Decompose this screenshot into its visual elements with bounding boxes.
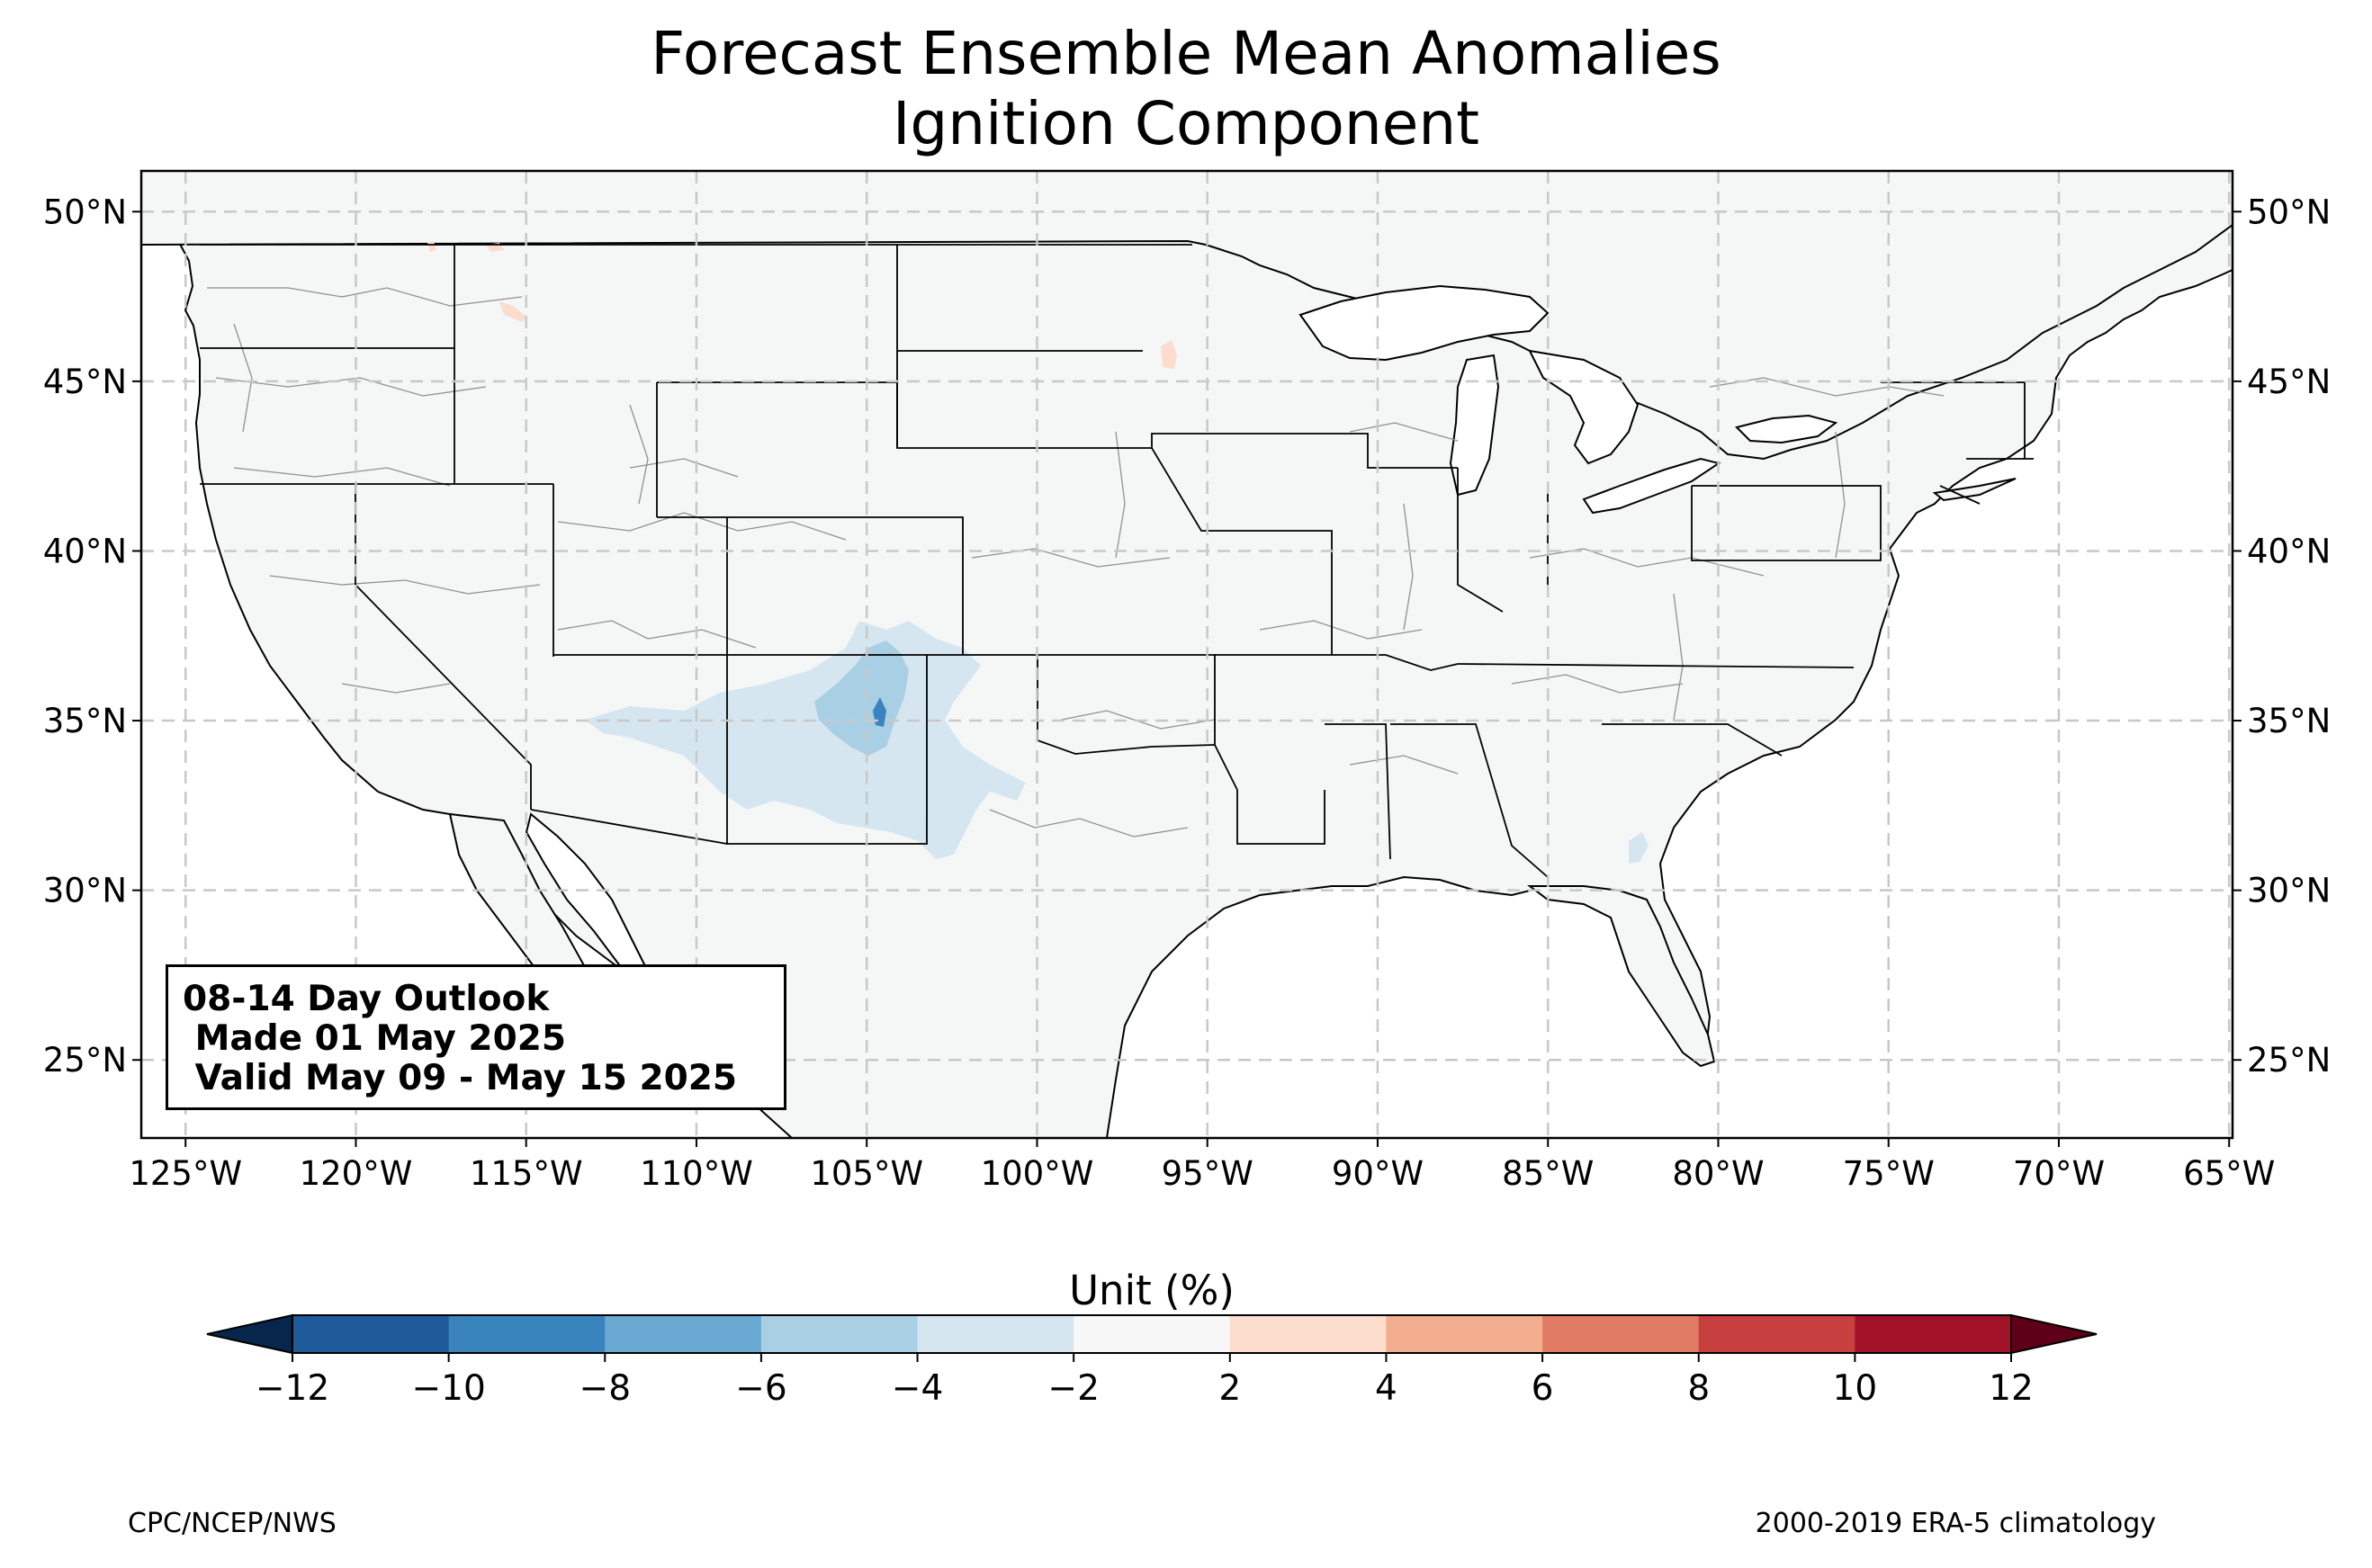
colorbar-bin bbox=[605, 1315, 762, 1353]
lake-superior bbox=[1298, 284, 1550, 362]
lon-tick-label: 110°W bbox=[640, 1154, 753, 1193]
lat-tick-label-left: 45°N bbox=[43, 363, 127, 401]
colorbar-bin bbox=[1542, 1315, 1700, 1353]
lat-tick-label-right: 25°N bbox=[2247, 1041, 2331, 1080]
lon-ticks: 125°W 120°W 115°W 110°W 105°W 100°W 95°W 90°W 85… bbox=[129, 1138, 2275, 1193]
lat-ticks: 50°N 50°N 45°N 45°N 40°N 40°N 35°N 35°N 30°N 30°N… bbox=[43, 193, 2332, 1080]
long-island bbox=[1932, 478, 2017, 502]
lon-tick-label: 90°W bbox=[1332, 1154, 1424, 1193]
lon-tick-label: 65°W bbox=[2183, 1154, 2275, 1193]
anomaly-wa bbox=[427, 241, 436, 252]
lake-michigan bbox=[1449, 354, 1500, 497]
lon-tick-label: 105°W bbox=[810, 1154, 923, 1193]
colorbar-tick-label: 4 bbox=[1375, 1368, 1397, 1409]
colorbar-under-arrow bbox=[206, 1313, 293, 1355]
colorbar-bin bbox=[1229, 1315, 1387, 1353]
colorbar-tick-label: 8 bbox=[1687, 1368, 1710, 1409]
lat-tick-label-left: 40°N bbox=[43, 532, 127, 570]
lon-tick-label: 115°W bbox=[470, 1154, 583, 1193]
outlook-line-2: Made 01 May 2025 bbox=[183, 1018, 566, 1059]
lat-tick-label-right: 45°N bbox=[2247, 363, 2331, 401]
anomaly-idaho bbox=[499, 301, 526, 322]
lake-huron bbox=[1528, 349, 1640, 465]
colorbar-bin bbox=[917, 1315, 1074, 1353]
colorbar-frame bbox=[292, 1314, 2012, 1354]
colorbar-tick-label: 12 bbox=[1989, 1368, 2034, 1409]
colorbar-tick-label: −2 bbox=[1047, 1368, 1100, 1409]
lake-ontario bbox=[1735, 414, 1838, 444]
lon-tick-label: 85°W bbox=[1502, 1154, 1594, 1193]
anomaly-nm-peak bbox=[873, 697, 886, 727]
lon-tick-label: 70°W bbox=[2013, 1154, 2105, 1193]
anomaly-southwest bbox=[585, 621, 1026, 859]
chart-title-line1: Forecast Ensemble Mean Anomalies bbox=[651, 19, 1721, 88]
lon-tick-label: 120°W bbox=[300, 1154, 413, 1193]
colorbar-tick-label: −12 bbox=[256, 1368, 329, 1409]
florida bbox=[1527, 885, 1716, 1068]
outlook-line-1: 08-14 Day Outlook bbox=[183, 979, 550, 1019]
lat-tick-label-right: 40°N bbox=[2247, 532, 2331, 570]
lat-tick-label-right: 35°N bbox=[2247, 702, 2331, 740]
colorbar-bin bbox=[1855, 1315, 2012, 1353]
colorbar-bin bbox=[1698, 1315, 1855, 1353]
anomaly-minnesota bbox=[1161, 340, 1177, 369]
chart-title-line2: Ignition Component bbox=[892, 89, 1480, 158]
footer-credit: CPC/NCEP/NWS bbox=[128, 1508, 337, 1539]
colorbar-tick-label: 6 bbox=[1532, 1368, 1554, 1409]
colorbar-bin bbox=[292, 1315, 450, 1353]
lon-tick-label: 100°W bbox=[981, 1154, 1094, 1193]
lon-tick-label: 80°W bbox=[1672, 1154, 1764, 1193]
lat-tick-label-right: 30°N bbox=[2247, 872, 2331, 910]
lat-tick-label-left: 25°N bbox=[43, 1041, 127, 1080]
lat-tick-label-left: 50°N bbox=[43, 193, 127, 231]
colorbar-over-arrow bbox=[2010, 1313, 2098, 1355]
footer-climatology: 2000-2019 ERA-5 climatology bbox=[1755, 1508, 2156, 1539]
lon-tick-label: 75°W bbox=[1843, 1154, 1935, 1193]
lon-tick-label: 95°W bbox=[1162, 1154, 1253, 1193]
lat-tick-label-right: 50°N bbox=[2247, 193, 2331, 231]
colorbar-bin bbox=[760, 1315, 919, 1353]
colorbar-tick-label: −10 bbox=[411, 1368, 485, 1409]
colorbar: −12 −10 −8 −6 −4 −2 2 4 6 8 10 12 bbox=[206, 1313, 2098, 1409]
anomaly-nm-core bbox=[814, 641, 909, 756]
outlook-line-3: Valid May 09 - May 15 2025 bbox=[183, 1058, 738, 1098]
outlook-info-box: 08-14 Day Outlook Made 01 May 2025 Valid… bbox=[166, 964, 786, 1110]
colorbar-label: Unit (%) bbox=[1069, 1267, 1235, 1314]
colorbar-tick-label: −6 bbox=[735, 1368, 787, 1409]
lat-tick-label-left: 30°N bbox=[43, 872, 127, 910]
colorbar-bin bbox=[448, 1315, 606, 1353]
colorbar-tick-label: −4 bbox=[892, 1368, 944, 1409]
gridlines bbox=[141, 171, 2233, 1138]
anomaly-georgia bbox=[1629, 832, 1649, 864]
colorbar-tick-label: −8 bbox=[580, 1368, 632, 1409]
colorbar-tick-label: 2 bbox=[1218, 1368, 1241, 1409]
lat-tick-label-left: 35°N bbox=[43, 702, 127, 740]
lake-erie bbox=[1582, 457, 1721, 515]
colorbar-bin bbox=[1386, 1315, 1543, 1353]
colorbar-bin bbox=[1074, 1315, 1231, 1353]
map-frame bbox=[139, 169, 2234, 1140]
lon-tick-label: 125°W bbox=[129, 1154, 242, 1193]
colorbar-tick-label: 10 bbox=[1833, 1368, 1878, 1409]
